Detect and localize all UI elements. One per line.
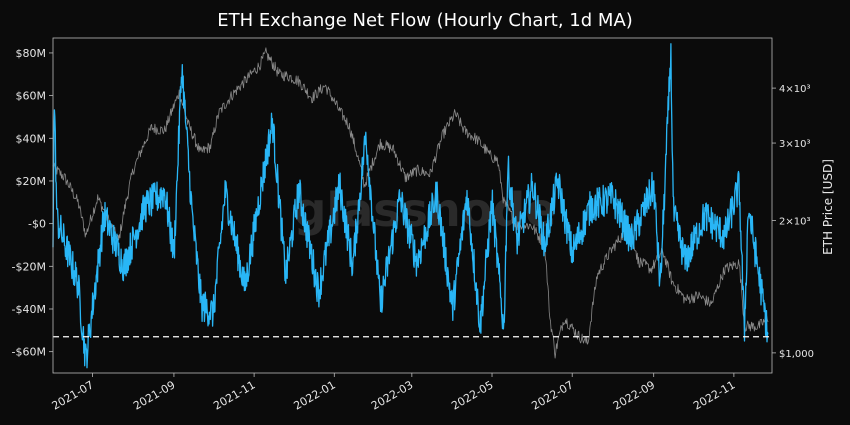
x-tick-label: 2021-11 (211, 378, 257, 412)
y-left-tick-label: $40M (16, 132, 47, 145)
y-left-tick-label: -$40M (12, 303, 46, 316)
y-right-tick-label: 4×10³ (779, 84, 810, 95)
plot-frame (52, 37, 773, 374)
x-tick-label: 2021-07 (50, 378, 96, 412)
y-left-tick-label: $80M (16, 47, 47, 60)
y-right-tick-label: $1,000 (779, 349, 814, 360)
y-left-tick-label: $60M (16, 90, 47, 103)
x-tick-label: 2022-01 (291, 378, 337, 412)
y-right-tick-label: 3×10³ (779, 139, 810, 150)
y-left-tick-label: -$0 (28, 218, 46, 231)
y-left-tick-label: -$20M (12, 260, 46, 273)
price-series-line (52, 47, 769, 359)
x-tick-label: 2022-07 (529, 378, 575, 412)
x-tick-label: 2021-09 (131, 378, 177, 412)
y-axis-label-right: ETH Price [USD] (821, 159, 835, 255)
y-left-tick-label: -$60M (12, 346, 46, 359)
x-tick-label: 2022-11 (691, 378, 737, 412)
x-tick-label: 2022-09 (611, 378, 657, 412)
netflow-series-line (52, 43, 769, 369)
y-left-tick-label: $20M (16, 175, 47, 188)
x-tick-label: 2022-03 (369, 378, 415, 412)
chart-title: ETH Exchange Net Flow (Hourly Chart, 1d … (217, 10, 633, 31)
x-tick-label: 2022-05 (449, 378, 495, 412)
y-right-tick-label: 2×10³ (779, 216, 810, 227)
